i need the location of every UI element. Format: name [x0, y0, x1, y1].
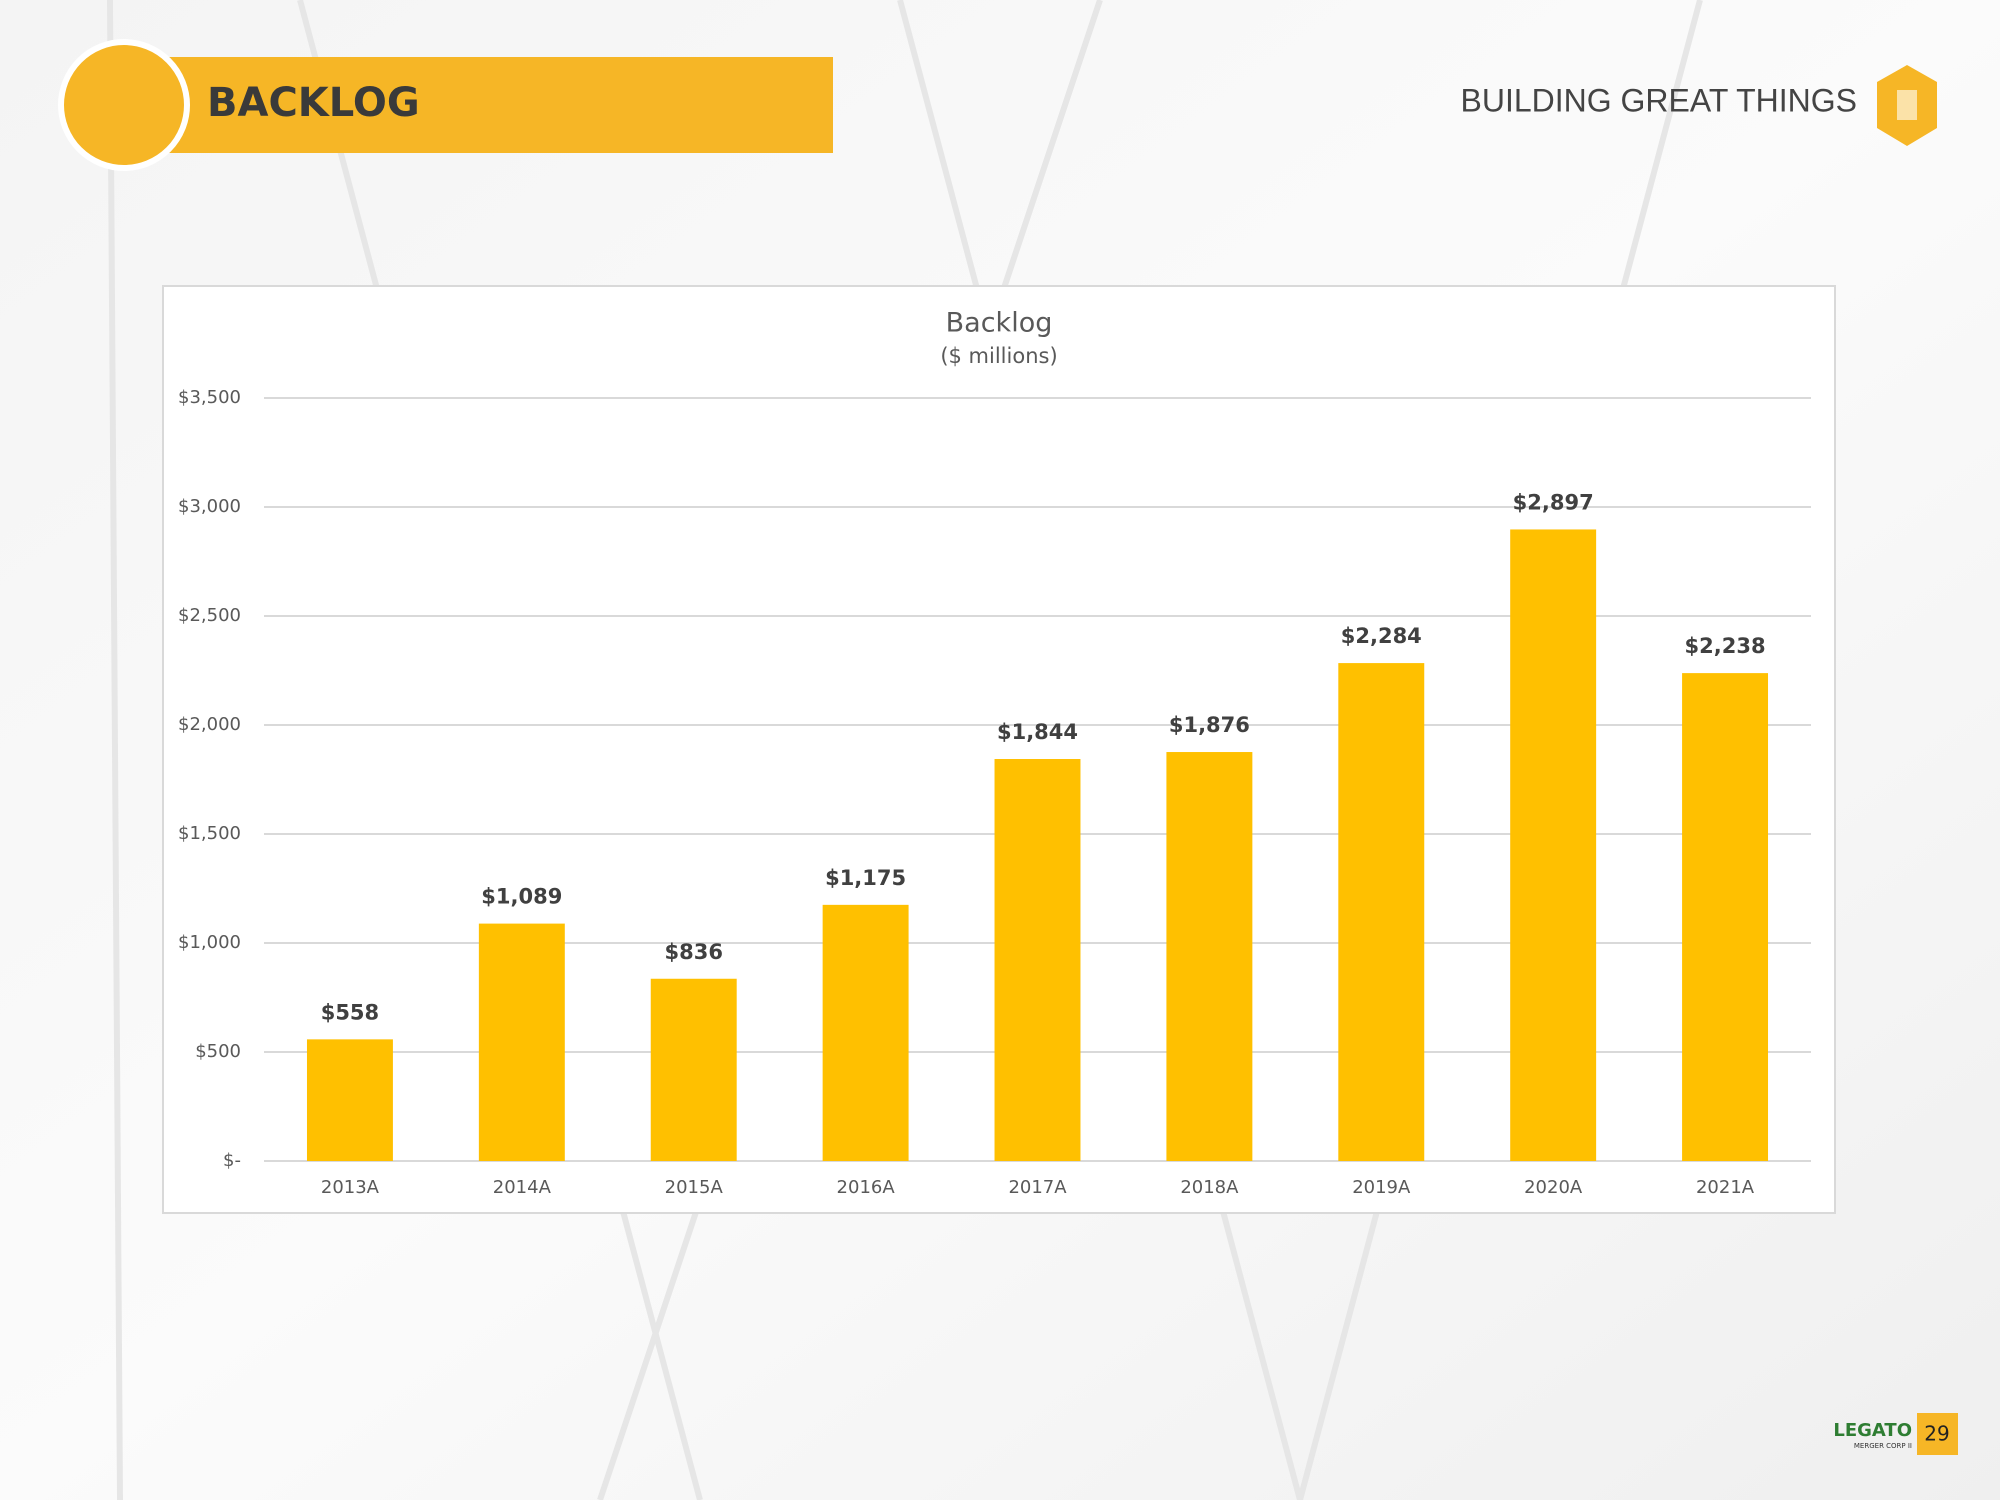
- x-tick-label: 2018A: [1180, 1177, 1239, 1198]
- footer-logo: LEGATO: [1833, 1420, 1912, 1441]
- tagline: BUILDING GREAT THINGS: [1460, 82, 1857, 118]
- value-label: $1,844: [997, 720, 1078, 744]
- bar: [478, 923, 565, 1161]
- page-number-box: [1917, 1413, 1958, 1455]
- x-tick-label: 2016A: [837, 1177, 896, 1198]
- header-title: BACKLOG: [207, 80, 420, 126]
- page-number: 29: [1924, 1422, 1949, 1446]
- x-tick-label: 2013A: [321, 1177, 380, 1198]
- value-label: $1,876: [1169, 713, 1250, 737]
- header-bar: [166, 57, 833, 153]
- value-label: $1,175: [825, 866, 906, 890]
- value-label: $558: [321, 1000, 379, 1024]
- bar: [994, 759, 1081, 1161]
- value-label: $1,089: [481, 885, 562, 909]
- bar: [1166, 752, 1253, 1161]
- x-tick-label: 2019A: [1352, 1177, 1411, 1198]
- value-label: $836: [664, 940, 722, 964]
- bar: [1682, 673, 1769, 1161]
- x-tick-label: 2017A: [1008, 1177, 1067, 1198]
- y-tick-label: $1,000: [178, 932, 241, 953]
- footer-logo-sub: MERGER CORP II: [1854, 1442, 1912, 1450]
- value-label: $2,897: [1513, 490, 1594, 514]
- bar: [650, 978, 737, 1161]
- y-tick-label: $3,000: [178, 496, 241, 517]
- y-tick-label: $2,500: [178, 605, 241, 626]
- value-label: $2,284: [1341, 624, 1422, 648]
- logo-detail: [1897, 90, 1917, 120]
- bar: [1338, 663, 1425, 1161]
- y-tick-label: $1,500: [178, 823, 241, 844]
- bar: [306, 1039, 393, 1161]
- bar: [822, 904, 909, 1161]
- value-label: $2,238: [1685, 634, 1766, 658]
- y-tick-label: $-: [223, 1150, 241, 1171]
- chart-subtitle: ($ millions): [940, 344, 1057, 368]
- bar: [1510, 529, 1597, 1161]
- x-tick-label: 2014A: [493, 1177, 552, 1198]
- x-tick-label: 2020A: [1524, 1177, 1583, 1198]
- header-circle: [58, 39, 190, 171]
- x-tick-label: 2015A: [665, 1177, 724, 1198]
- y-tick-label: $2,000: [178, 714, 241, 735]
- chart-title: Backlog: [946, 308, 1053, 339]
- y-tick-label: $3,500: [178, 387, 241, 408]
- x-tick-label: 2021A: [1696, 1177, 1755, 1198]
- y-tick-label: $500: [195, 1041, 241, 1062]
